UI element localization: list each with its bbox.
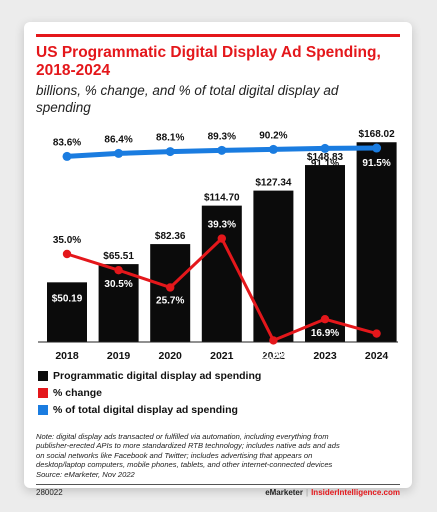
legend-item: % of total digital display ad spending	[38, 401, 261, 418]
share-value-label: 89.3%	[208, 131, 236, 142]
legend-item: % change	[38, 384, 261, 401]
legend-item: Programmatic digital display ad spending	[38, 367, 261, 384]
bar	[98, 264, 139, 342]
change-value-label: 30.5%	[104, 279, 132, 290]
chart-title: US Programmatic Digital Display Ad Spend…	[36, 44, 400, 80]
share-point	[320, 143, 330, 153]
share-point	[114, 148, 124, 158]
x-tick-label: 2023	[313, 350, 337, 362]
change-value-label: 35.0%	[53, 235, 81, 246]
x-tick-label: 2020	[159, 350, 183, 362]
legend-label: % change	[53, 386, 103, 399]
x-tick-label: 2024	[365, 350, 389, 362]
change-point	[372, 329, 381, 338]
change-point	[269, 336, 278, 345]
share-value-label: 91.5%	[362, 158, 390, 169]
legend-swatch	[38, 387, 48, 398]
note-line: desktop/laptop computers, mobile phones,…	[36, 460, 333, 470]
chart-note: Note: digital display ads transacted or …	[36, 432, 404, 479]
x-tick-label: 2021	[210, 350, 234, 362]
note-line: on social networks like Facebook and Twi…	[36, 450, 313, 460]
change-value-label: 25.7%	[156, 295, 184, 306]
change-point	[62, 249, 72, 259]
bar-value-label: $65.51	[103, 251, 134, 262]
change-value-label: 16.9%	[311, 328, 339, 339]
bar-value-label: $114.70	[204, 193, 240, 204]
share-point	[217, 145, 227, 155]
brand-emarketer: eMarketer	[265, 488, 303, 497]
bar	[253, 190, 294, 342]
bar-value-label: $50.19	[52, 293, 83, 304]
bar-value-label: $127.34	[255, 178, 292, 189]
change-value-label: 11.0%	[259, 350, 287, 361]
chart-subtitle-line: spending	[36, 100, 91, 115]
bar-value-label: $82.36	[155, 231, 186, 242]
share-value-label: 91.1%	[311, 158, 339, 169]
chart-subtitle: billions, % change, and % of total digit…	[36, 82, 400, 116]
chart-title-line: 2018-2024	[36, 62, 111, 79]
change-point	[166, 283, 175, 292]
bar-value-label: $168.02	[359, 129, 396, 140]
note-line: Source: eMarketer, Nov 2022	[36, 469, 135, 479]
bar	[150, 244, 191, 342]
x-tick-label: 2018	[55, 350, 79, 362]
share-point	[62, 151, 72, 161]
share-point	[165, 147, 175, 157]
note-line: Note: digital display ads transacted or …	[36, 432, 329, 441]
chart-plot: 2018 2019 2020 2021 2022 2023 2024 $50.19 $65.51…	[38, 129, 398, 362]
accent-bar	[36, 34, 400, 37]
change-value-label: 12.9%	[362, 343, 390, 354]
chart-legend: Programmatic digital display ad spending…	[38, 367, 261, 418]
bar	[201, 205, 242, 342]
share-point	[268, 144, 278, 154]
bar-value-label: $148.83	[307, 152, 344, 163]
change-value-label: 39.3%	[208, 220, 236, 231]
bar	[356, 142, 397, 342]
legend-label: Programmatic digital display ad spending	[53, 369, 262, 382]
chart-card: US Programmatic Digital Display Ad Spend…	[24, 22, 412, 497]
x-tick-label: 2022	[262, 350, 286, 362]
footer-divider	[36, 484, 400, 485]
share-value-label: 83.6%	[53, 137, 81, 148]
chart-subtitle-line: billions, % change, and % of total digit…	[36, 83, 339, 98]
legend-swatch	[38, 370, 48, 381]
note-line: publisher-erected APIs to more standardi…	[36, 441, 340, 451]
brand-separator: |	[306, 488, 309, 497]
chart-id: 280022	[36, 488, 63, 497]
legend-swatch	[38, 404, 48, 415]
legend-label: % of total digital display ad spending	[53, 403, 238, 416]
share-point	[372, 143, 382, 153]
bar	[47, 282, 87, 342]
change-point	[320, 314, 330, 324]
brand-insider-intelligence: InsiderIntelligence.com	[311, 488, 400, 497]
footer-brand: eMarketer | InsiderIntelligence.com	[265, 488, 400, 497]
x-tick-label: 2019	[107, 350, 131, 362]
share-value-label: 90.2%	[259, 130, 287, 141]
change-point	[217, 234, 226, 243]
chart-title-line: US Programmatic Digital Display Ad Spend…	[36, 44, 381, 61]
bar	[305, 165, 345, 342]
share-value-label: 86.4%	[104, 134, 132, 145]
share-value-label: 88.1%	[156, 133, 184, 144]
change-point	[114, 266, 123, 275]
